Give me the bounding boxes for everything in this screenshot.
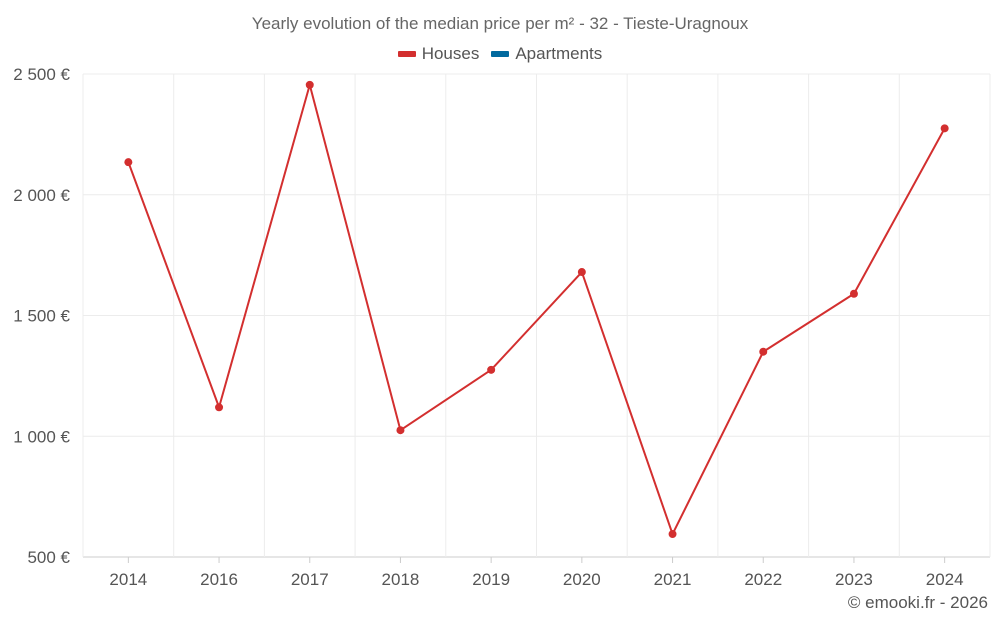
y-tick-label: 1 000 € [13, 427, 70, 446]
grid [82, 73, 991, 558]
legend-item-apartments[interactable]: Apartments [491, 44, 602, 64]
data-point [940, 124, 949, 133]
y-tick-label: 2 500 € [13, 65, 70, 84]
data-point [577, 268, 586, 277]
chart-title: Yearly evolution of the median price per… [251, 14, 749, 33]
axes: 500 € 1 000 € 1 500 € 2 000 € 2 500 € 2014 201… [13, 65, 963, 589]
legend-label-houses: Houses [421, 44, 480, 63]
y-tick-label: 2 000 € [13, 186, 70, 205]
data-point [305, 80, 314, 89]
x-tick-label: 2018 [382, 570, 420, 589]
data-point [849, 289, 858, 298]
data-point [396, 426, 405, 435]
series-houses [124, 80, 949, 539]
data-point [668, 530, 677, 539]
legend-item-houses[interactable]: Houses [397, 44, 480, 64]
data-point [759, 347, 768, 356]
y-tick-label: 1 500 € [13, 307, 70, 326]
series-line [127, 83, 946, 536]
credit-text: © emooki.fr - 2026 [847, 593, 988, 612]
legend-swatch-houses [397, 51, 416, 57]
y-tick-label: 500 € [27, 548, 70, 567]
data-point [487, 365, 496, 374]
x-tick-label: 2014 [109, 570, 147, 589]
legend-label-apartments: Apartments [515, 44, 603, 63]
legend: Houses Apartments [0, 44, 1000, 64]
x-tick-label: 2016 [200, 570, 238, 589]
x-tick-label: 2021 [654, 570, 692, 589]
x-tick-label: 2023 [835, 570, 873, 589]
data-point [124, 158, 133, 167]
legend-swatch-apartments [491, 51, 510, 57]
data-point [215, 403, 224, 412]
x-tick-label: 2017 [291, 570, 329, 589]
x-tick-label: 2019 [472, 570, 510, 589]
x-tick-label: 2024 [926, 570, 964, 589]
x-tick-label: 2022 [744, 570, 782, 589]
x-tick-label: 2020 [563, 570, 601, 589]
